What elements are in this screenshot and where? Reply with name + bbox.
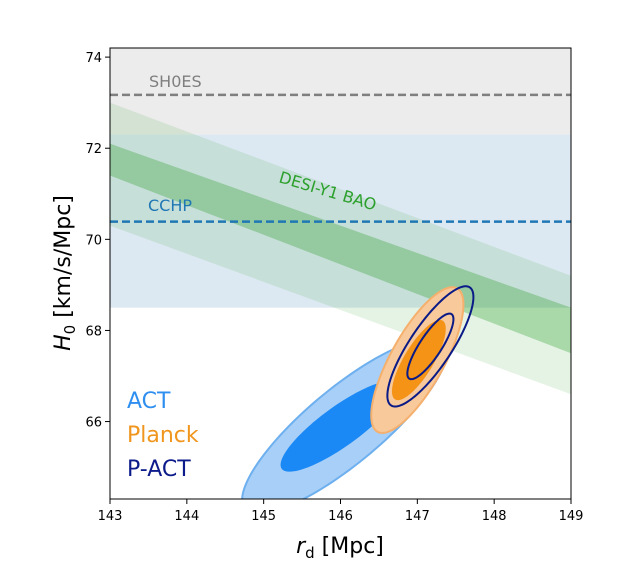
sh0es-label: SH0ES xyxy=(149,72,202,91)
x-tick-label: 148 xyxy=(482,509,507,524)
y-tick-label: 68 xyxy=(85,324,102,339)
y-axis: 66 68 70 72 74 xyxy=(85,51,110,431)
x-axis: 143 144 145 146 147 148 149 xyxy=(98,499,584,524)
x-tick-label: 147 xyxy=(405,509,430,524)
x-tick-label: 144 xyxy=(174,509,199,524)
x-tick-label: 146 xyxy=(328,509,353,524)
legend-pact: P-ACT xyxy=(127,457,191,482)
y-tick-label: 70 xyxy=(85,233,102,248)
planck-contour-inner xyxy=(391,319,446,401)
x-axis-label: rd [Mpc] xyxy=(296,534,384,562)
y-tick-label: 72 xyxy=(85,142,102,157)
y-tick-label: 66 xyxy=(85,416,102,431)
band-sh0es xyxy=(110,48,571,135)
legend-act: ACT xyxy=(127,389,171,414)
pact-contour-outer xyxy=(386,285,475,408)
legend-planck: Planck xyxy=(127,423,199,448)
y-axis-label: H0 [km/s/Mpc] xyxy=(51,195,79,351)
cchp-label: CCHP xyxy=(148,196,192,215)
x-tick-label: 149 xyxy=(559,509,584,524)
act-contour-inner xyxy=(280,380,401,472)
x-tick-label: 143 xyxy=(98,509,123,524)
pact-contour-inner xyxy=(406,312,455,381)
x-tick-label: 145 xyxy=(251,509,276,524)
y-tick-label: 74 xyxy=(85,51,102,66)
